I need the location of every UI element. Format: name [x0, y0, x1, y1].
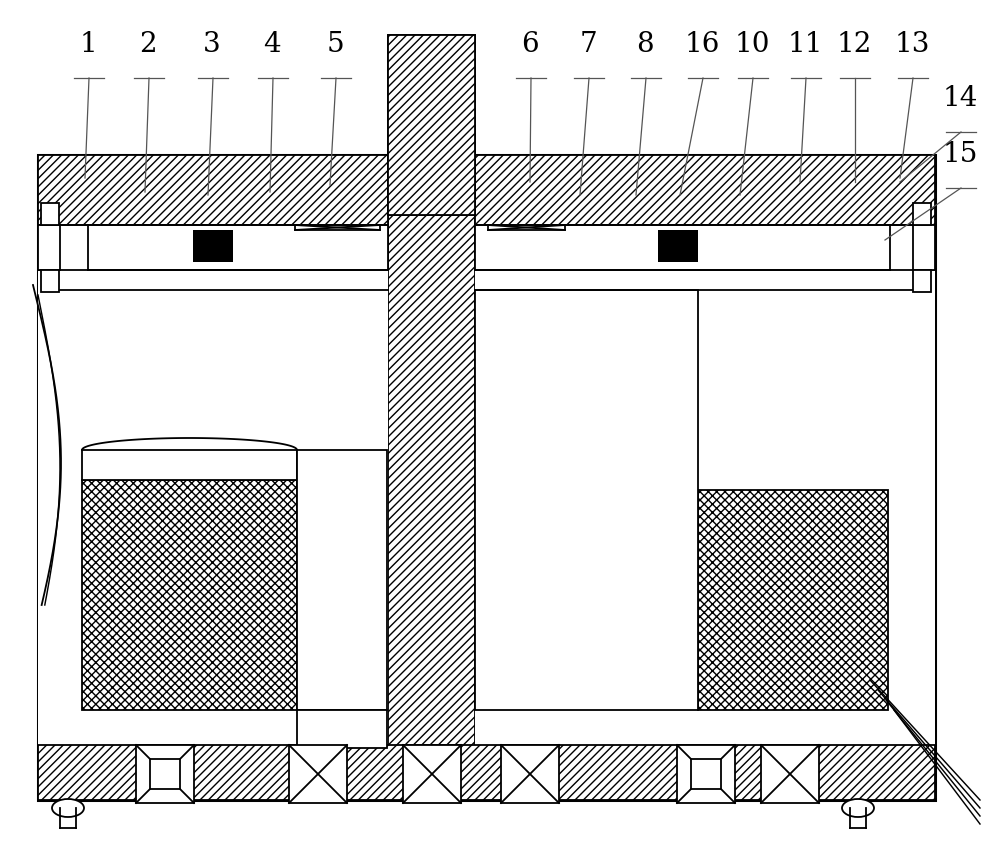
- Bar: [913, 225, 935, 270]
- Text: 14: 14: [942, 85, 978, 112]
- Bar: [297, 450, 387, 710]
- Bar: [388, 155, 475, 800]
- Bar: [150, 759, 180, 789]
- Bar: [41, 203, 59, 225]
- Bar: [475, 155, 935, 225]
- Bar: [41, 270, 59, 292]
- Text: 10: 10: [734, 31, 770, 58]
- Bar: [38, 155, 388, 225]
- Text: 8: 8: [636, 31, 654, 58]
- Bar: [691, 759, 721, 789]
- Bar: [297, 710, 387, 748]
- Text: 1: 1: [79, 31, 97, 58]
- Text: 2: 2: [139, 31, 157, 58]
- Bar: [388, 35, 475, 215]
- Text: 3: 3: [203, 31, 221, 58]
- Polygon shape: [488, 225, 565, 230]
- Bar: [38, 745, 935, 800]
- Polygon shape: [295, 225, 380, 230]
- Bar: [698, 490, 888, 710]
- Bar: [475, 290, 698, 710]
- Text: 5: 5: [326, 31, 344, 58]
- Bar: [388, 35, 475, 215]
- Bar: [88, 225, 388, 270]
- Bar: [136, 745, 194, 803]
- Bar: [38, 225, 60, 270]
- Text: 6: 6: [521, 31, 539, 58]
- Bar: [677, 745, 735, 803]
- Text: 12: 12: [836, 31, 872, 58]
- Ellipse shape: [52, 799, 84, 817]
- Bar: [475, 155, 935, 800]
- Bar: [82, 480, 297, 710]
- Text: 13: 13: [894, 31, 930, 58]
- Bar: [501, 745, 559, 803]
- Text: 16: 16: [684, 31, 720, 58]
- Bar: [761, 745, 819, 803]
- Bar: [38, 155, 935, 800]
- Bar: [658, 230, 698, 262]
- Bar: [38, 155, 388, 800]
- Text: 7: 7: [579, 31, 597, 58]
- Text: 15: 15: [942, 141, 978, 168]
- Bar: [913, 270, 931, 292]
- Text: 11: 11: [787, 31, 823, 58]
- Bar: [82, 450, 297, 480]
- Bar: [193, 230, 233, 262]
- Bar: [289, 745, 347, 803]
- Bar: [913, 203, 931, 225]
- Text: 4: 4: [263, 31, 281, 58]
- Bar: [475, 225, 890, 270]
- Ellipse shape: [842, 799, 874, 817]
- Bar: [403, 745, 461, 803]
